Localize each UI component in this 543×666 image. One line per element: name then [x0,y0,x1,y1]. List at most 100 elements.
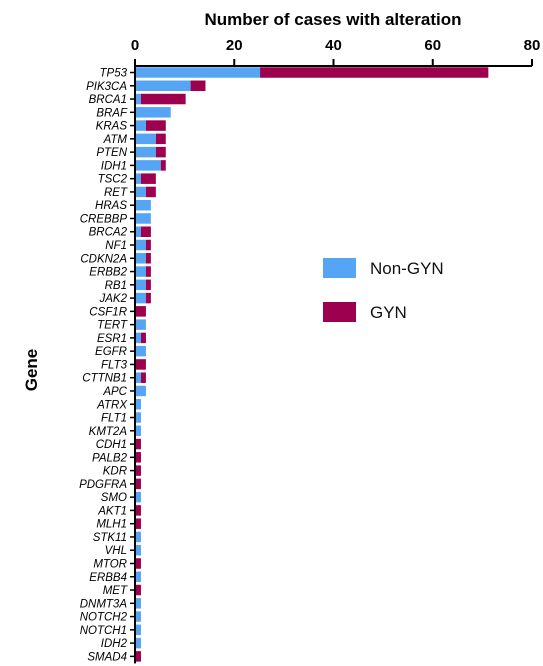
x-axis: 0 20 40 60 80 [131,37,541,67]
gene-label: ERBB2 [89,267,127,279]
gene-label: CSF1R [89,306,127,318]
gene-label: ATM [103,134,128,146]
bar-non-gyn [136,213,151,224]
gene-label: APC [102,386,127,398]
bar-non-gyn [136,133,156,145]
bar-gyn [145,292,151,304]
gene-label: FLT3 [101,359,128,371]
gene-label: PALB2 [92,452,128,464]
gene-label: CREBBP [80,213,128,225]
gene-label: BRCA2 [89,227,128,239]
bar-non-gyn [136,319,146,330]
gene-label: MTOR [93,558,127,570]
bar-gyn [145,253,151,264]
x-tick-label: 20 [226,37,243,54]
bar-gyn [160,160,166,171]
bar-non-gyn [136,239,146,251]
bar-non-gyn [136,425,141,437]
bar-non-gyn [136,372,141,383]
gene-label: EGFR [95,346,127,358]
bar-gyn [136,651,141,662]
bar-gyn [260,67,489,78]
bar-non-gyn [136,531,141,543]
bar-gyn [145,239,151,251]
bar-non-gyn [136,385,146,397]
bar-gyn [136,478,141,490]
bar-gyn [140,93,186,105]
gene-label: NOTCH2 [80,612,128,624]
legend-swatch [323,258,356,278]
gene-label: MET [103,585,128,597]
bar-non-gyn [136,624,141,636]
bar-non-gyn [136,332,141,344]
bar-gyn [136,359,146,370]
gene-label: NF1 [105,240,127,252]
gene-label: DNMT3A [80,598,128,610]
gene-label: IDH2 [101,638,128,650]
bar-gyn [136,438,141,450]
gene-label: CTTNB1 [82,373,127,385]
bar-gyn [136,584,141,596]
bar-non-gyn [136,93,141,105]
x-axis-title: Number of cases with alteration [205,10,462,29]
gene-label: KDR [103,466,127,478]
x-tick-label: 0 [131,37,139,54]
bar-non-gyn [136,598,141,609]
bar-gyn [136,505,141,516]
bar-non-gyn [136,571,141,583]
gene-label: ESR1 [97,333,127,345]
bar-gyn [140,226,151,237]
bar-non-gyn [136,292,146,304]
gene-label: BRCA1 [89,94,127,106]
gene-label: RET [104,187,128,199]
gene-label: PTEN [96,147,127,159]
bar-non-gyn [136,399,141,410]
bar-gyn [136,465,141,476]
gene-label: BRAF [96,107,128,119]
gene-label: JAK2 [99,293,128,305]
bar-non-gyn [136,279,146,291]
bar-gyn [140,173,156,184]
bar-gyn [145,279,151,291]
x-tick-label: 80 [524,37,541,54]
bar-non-gyn [136,491,141,503]
bar-gyn [145,266,151,277]
bar-gyn [136,306,146,317]
gene-label: KMT2A [89,426,128,438]
bar-non-gyn [136,67,261,78]
gene-label: TERT [97,320,128,332]
bar-gyn [136,558,141,569]
bar-non-gyn [136,120,146,131]
bar-gyn [140,372,146,383]
legend-label: GYN [370,303,407,322]
gene-label: HRAS [95,200,127,212]
bar-non-gyn [136,107,171,118]
legend-swatch [323,302,356,322]
bar-gyn [155,146,166,158]
bar-non-gyn [136,186,146,198]
bar-non-gyn [136,637,141,649]
gene-label: RB1 [105,280,127,292]
x-tick-label: 60 [424,37,441,54]
gene-label: MLH1 [96,519,127,531]
bar-gyn [145,120,166,131]
bar-non-gyn [136,199,151,211]
bars-group [136,67,489,662]
gene-label: CDKN2A [80,253,127,265]
gene-label: PDGFRA [79,479,127,491]
gene-label: AKT1 [97,505,127,517]
bar-non-gyn [136,611,141,622]
gene-label: TP53 [100,68,128,80]
bar-non-gyn [136,146,156,158]
bar-gyn [190,80,206,92]
gene-label: KRAS [96,121,128,133]
gene-label: CDH1 [96,439,127,451]
gene-label: STK11 [93,532,127,544]
gene-label: IDH1 [101,160,127,172]
gene-label: FLT1 [101,413,127,425]
bar-non-gyn [136,345,146,357]
y-axis-title: Gene [22,349,41,392]
bar-gyn [155,133,166,145]
gene-label: SMAD4 [87,651,127,663]
